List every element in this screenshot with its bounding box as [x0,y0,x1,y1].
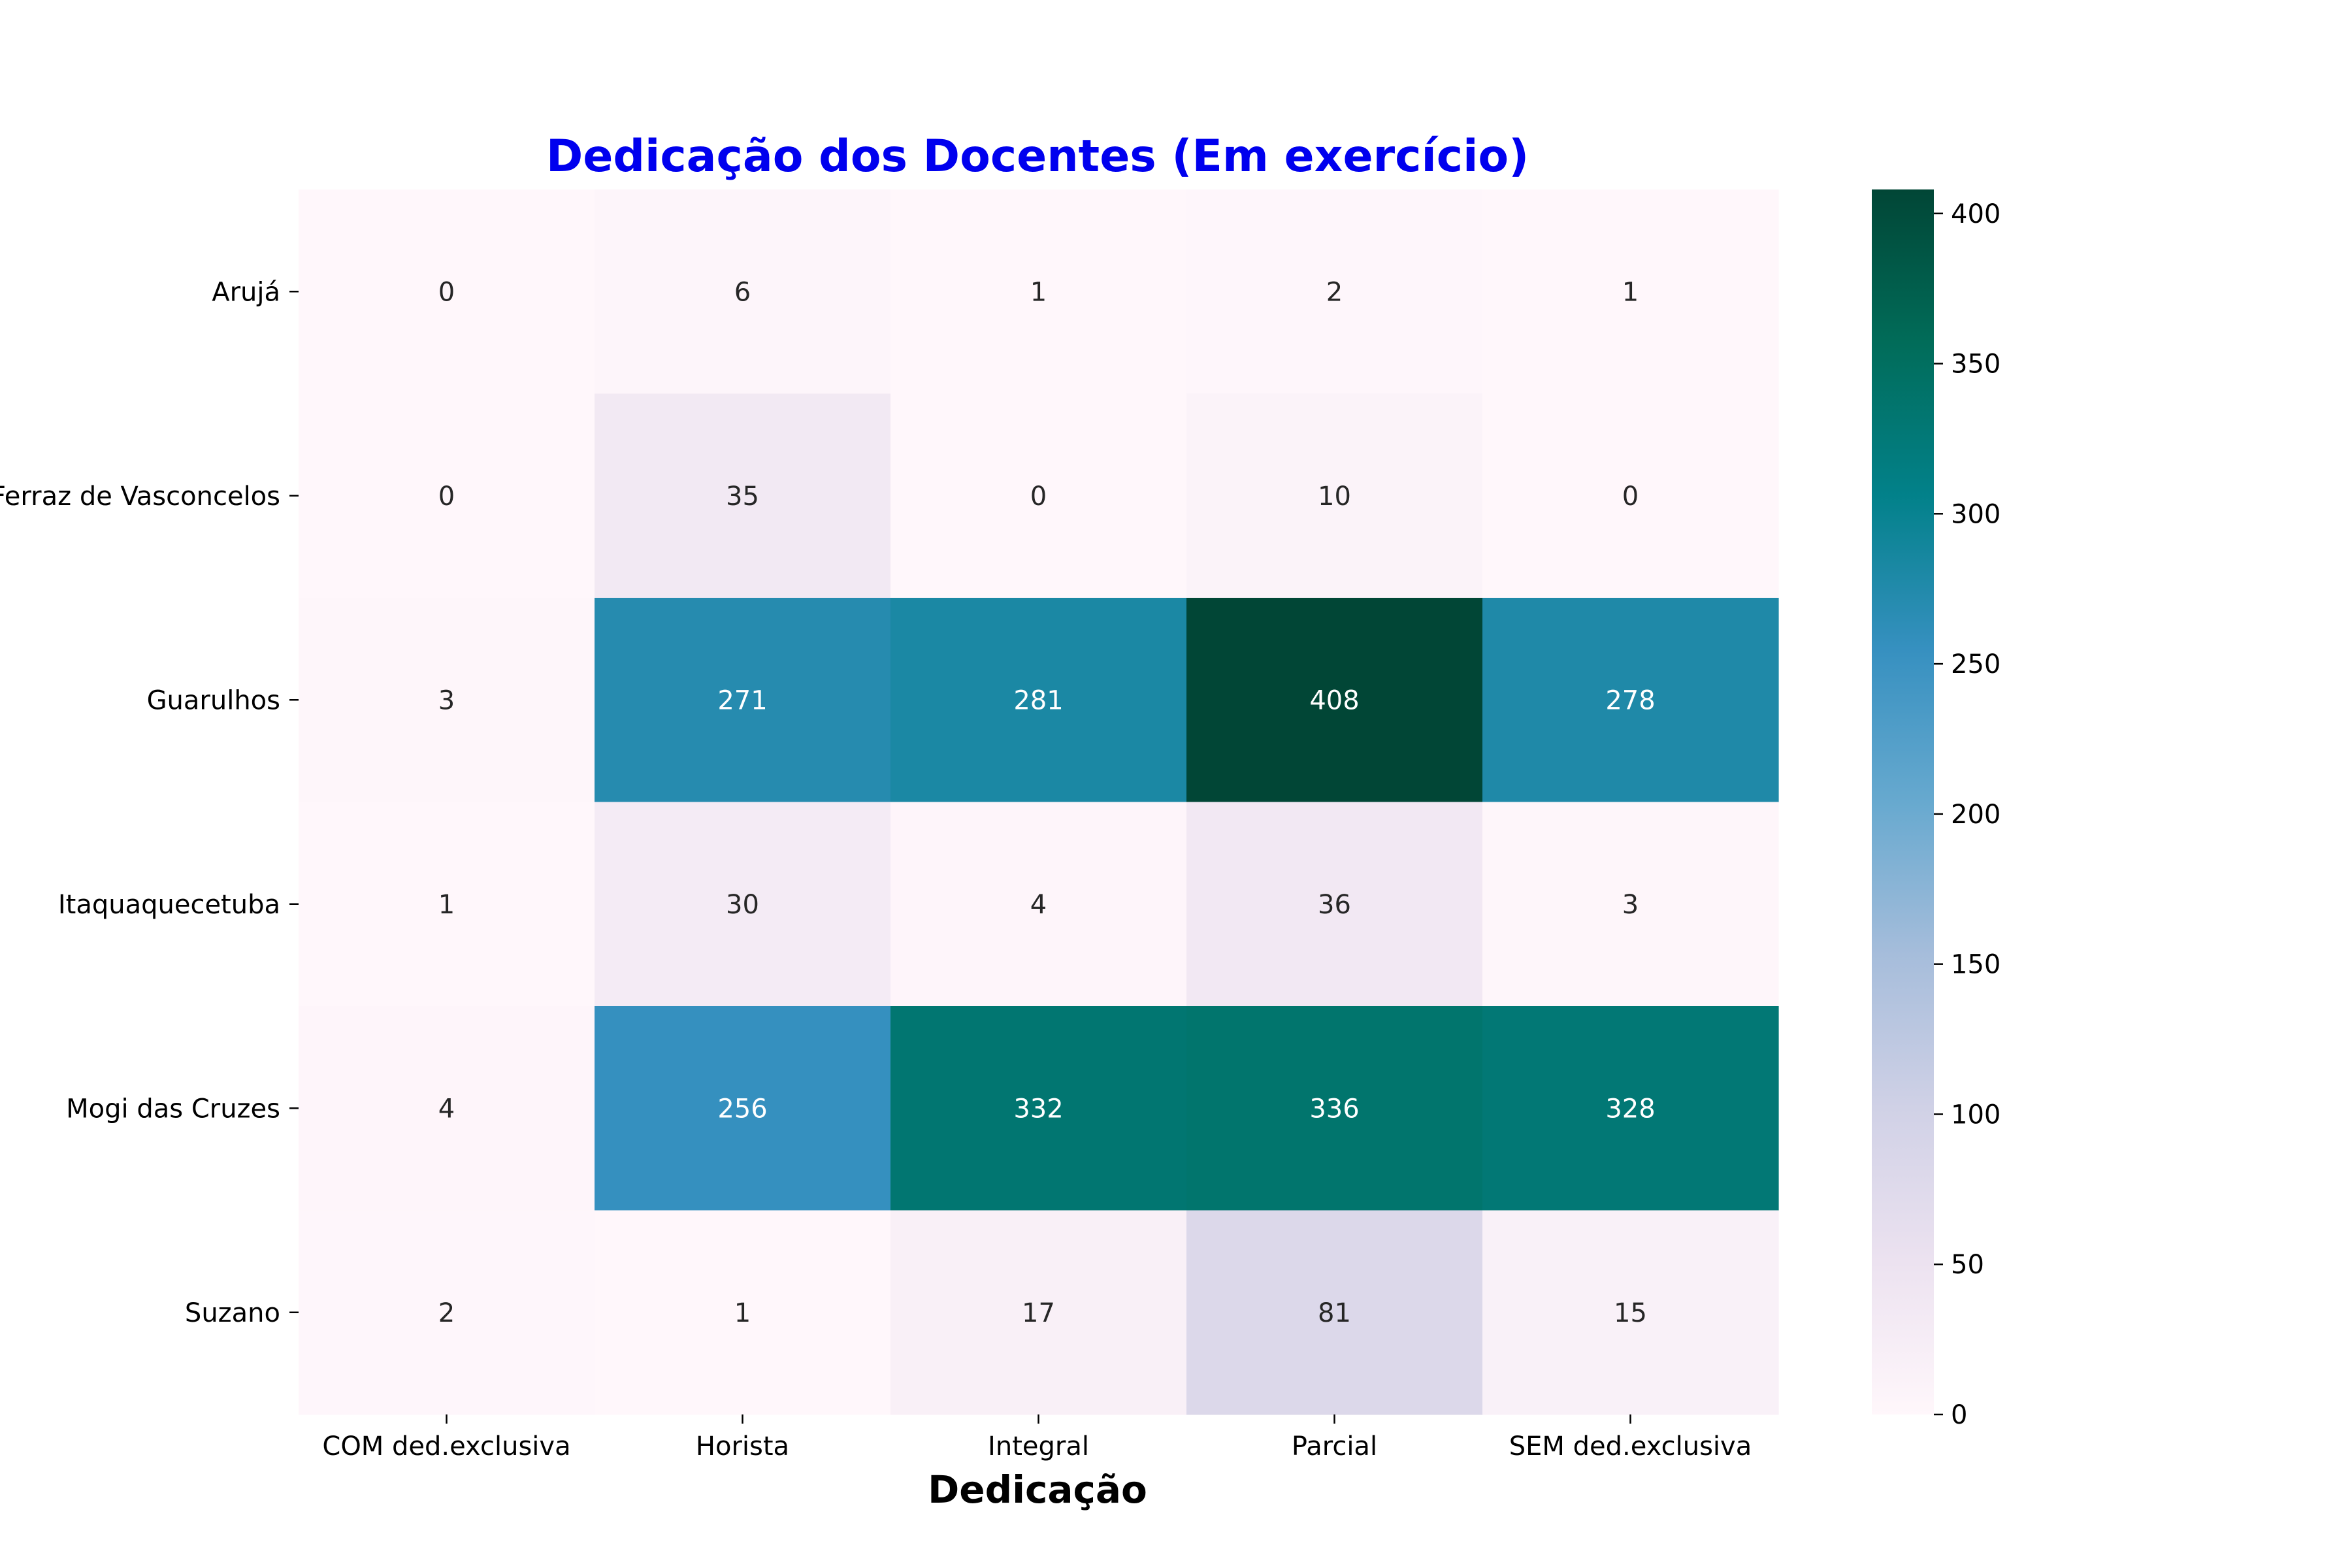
x-tick-label: COM ded.exclusiva [322,1431,570,1462]
heatmap-cell [1186,1210,1483,1415]
cell-value-label: 328 [1605,1094,1655,1124]
cell-value-label: 3 [1622,890,1639,920]
colorbar: 0 50 100 150 200 250 300 350 400 [1872,189,2001,1430]
heatmap-cell [890,1210,1187,1415]
cell-value-label: 6 [734,277,751,307]
colorbar-tick-label: 300 [1951,499,2001,529]
cell-value-label: 10 [1318,482,1351,512]
heatmap-cell [1186,393,1483,598]
colorbar-tick-label: 100 [1951,1100,2001,1130]
cell-value-label: 15 [1614,1298,1647,1328]
heatmap-cell [299,393,595,598]
heatmap-cell [595,802,891,1007]
heatmap-cell [890,393,1187,598]
heatmap-cell [595,189,891,395]
heatmap-cell [1482,1006,1779,1211]
heatmap-cell [890,1006,1187,1211]
cell-value-label: 332 [1013,1094,1063,1124]
heatmap-cell [595,393,891,598]
cell-value-label: 408 [1309,685,1359,715]
cell-value-label: 0 [1622,482,1639,512]
cell-value-label: 271 [717,685,767,715]
heatmap-cell [1482,393,1779,598]
cell-value-label: 0 [1030,482,1047,512]
cell-value-label: 36 [1318,890,1351,920]
cell-value-label: 281 [1013,685,1063,715]
heatmap-cell [890,598,1187,803]
heatmap-cell [299,189,595,395]
colorbar-tick-label: 200 [1951,800,2001,830]
cell-value-label: 35 [726,482,759,512]
x-tick-label: Parcial [1292,1431,1377,1462]
cell-value-label: 1 [438,890,455,920]
heatmap-cell [890,802,1187,1007]
heatmap-cell [299,1006,595,1211]
colorbar-tick-label: 150 [1951,950,2001,980]
cell-value-label: 3 [438,685,455,715]
colorbar-tick-label: 50 [1951,1250,1984,1280]
y-tick-label: Itaquaquecetuba [58,890,280,920]
heatmap-cell [1186,1006,1483,1211]
cell-value-label: 81 [1318,1298,1351,1328]
heatmap-cell [299,802,595,1007]
cell-value-label: 17 [1022,1298,1055,1328]
y-tick-label: Arujá [212,277,280,307]
heatmap-cell [1482,189,1779,395]
heatmap-cell [299,598,595,803]
cell-value-label: 2 [1326,277,1343,307]
x-tick-label: Horista [696,1431,789,1462]
heatmap-cell [1186,189,1483,395]
cell-value-label: 336 [1309,1094,1359,1124]
colorbar-tick-label: 0 [1951,1400,1967,1430]
heatmap-cell [595,1210,891,1415]
cell-value-label: 256 [717,1094,767,1124]
x-tick-label: Integral [988,1431,1089,1462]
y-axis-labels: Arujá Ferraz de Vasconcelos Guarulhos Itaqu… [0,277,299,1328]
cell-value-label: 278 [1605,685,1655,715]
cell-value-label: 1 [1622,277,1639,307]
x-axis-title: Dedicação [928,1467,1147,1512]
heatmap-cell [890,189,1187,395]
heatmap-cell [1186,802,1483,1007]
colorbar-gradient [1872,189,1934,1414]
y-tick-label: Ferraz de Vasconcelos [0,482,280,512]
cell-value-label: 30 [726,890,759,920]
heatmap-cell [1482,1210,1779,1415]
heatmap-cell [1482,598,1779,803]
cell-value-label: 0 [438,482,455,512]
heatmap-cell [299,1210,595,1415]
cell-value-label: 4 [1030,890,1047,920]
colorbar-tick-label: 350 [1951,350,2001,380]
cell-value-label: 2 [438,1298,455,1328]
cell-value-label: 0 [438,277,455,307]
x-tick-label: SEM ded.exclusiva [1509,1431,1752,1462]
colorbar-tick-label: 400 [1951,199,2001,229]
heatmap-cell [595,1006,891,1211]
y-tick-label: Mogi das Cruzes [66,1094,280,1124]
heatmap-cell [1482,802,1779,1007]
x-axis-labels: COM ded.exclusiva Horista Integral Parcial S… [322,1414,1752,1462]
cell-value-label: 4 [438,1094,455,1124]
cell-value-label: 1 [734,1298,751,1328]
colorbar-tick-label: 250 [1951,649,2001,679]
y-tick-label: Suzano [185,1298,280,1328]
heatmap-cell [1186,598,1483,803]
heatmap-cell [595,598,891,803]
chart-title: Dedicação dos Docentes (Em exercício) [546,131,1529,182]
y-tick-label: Guarulhos [147,685,280,715]
cell-value-label: 1 [1030,277,1047,307]
